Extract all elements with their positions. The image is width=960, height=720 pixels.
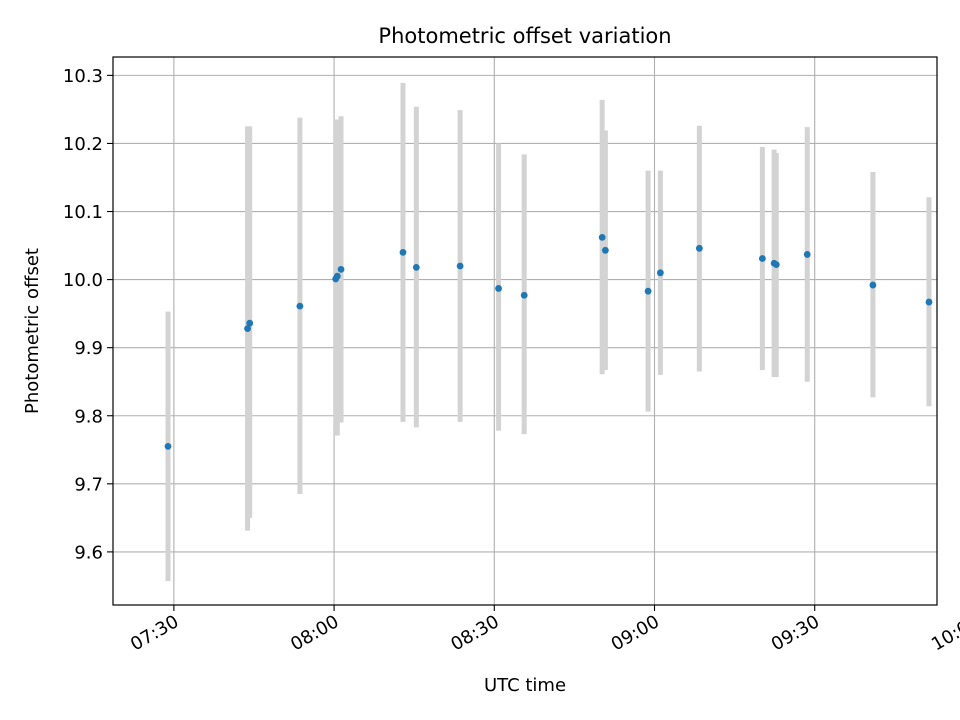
y-tick-label: 9.7 [74, 474, 103, 495]
data-point [412, 263, 420, 271]
data-point [296, 302, 304, 310]
data-point [246, 319, 254, 327]
data-point [456, 262, 464, 270]
y-axis-title: Photometric offset [22, 248, 43, 414]
data-point [601, 246, 609, 254]
y-tick-label: 10.1 [63, 202, 103, 223]
data-point [925, 298, 933, 306]
y-tick-label: 10.0 [63, 270, 103, 291]
data-point [644, 287, 652, 295]
y-tick-label: 9.6 [74, 542, 103, 563]
data-point [337, 265, 345, 273]
data-point [695, 244, 703, 252]
x-axis-title: UTC time [484, 675, 566, 696]
data-point [656, 269, 664, 277]
data-point [598, 233, 606, 241]
data-point [333, 272, 341, 280]
y-tick-label: 10.3 [63, 66, 103, 87]
y-tick-label: 10.2 [63, 134, 103, 155]
data-point [495, 285, 502, 292]
data-point [869, 281, 877, 289]
data-points [164, 233, 933, 450]
data-point [803, 251, 811, 258]
data-point [772, 261, 780, 269]
data-point [244, 325, 251, 333]
data-point [164, 442, 172, 450]
data-point [520, 291, 528, 299]
data-point [758, 255, 766, 262]
y-tick-label: 9.8 [74, 406, 103, 427]
y-tick-label: 9.9 [74, 338, 103, 359]
chart-title: Photometric offset variation [378, 24, 671, 48]
data-point [399, 248, 407, 256]
plot-frame [112, 56, 938, 606]
